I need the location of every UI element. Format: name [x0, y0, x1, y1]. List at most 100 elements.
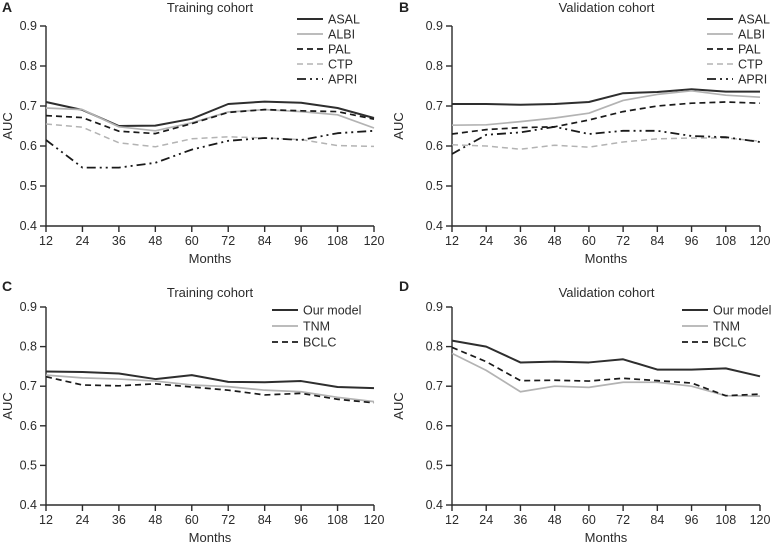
- series-line-apri: [45, 129, 375, 169]
- x-tick-label: 12: [445, 234, 459, 248]
- legend-label-asal: ASAL: [328, 13, 360, 27]
- panel-d: D Validation cohort 0.4 0.5 0.6 0.7 0.8 0.9 12…: [391, 275, 783, 551]
- y-tick-label: 0.4: [20, 498, 37, 512]
- axis-frame: [451, 26, 760, 227]
- series-line-albi: [451, 89, 761, 127]
- legend-label-pal: PAL: [738, 43, 761, 57]
- y-tick-label: 0.6: [20, 419, 37, 433]
- x-tick-label: 84: [650, 234, 664, 248]
- y-tick-label: 0.8: [426, 340, 443, 354]
- x-tick-label: 120: [750, 234, 771, 248]
- panel-letter-c: C: [2, 278, 13, 294]
- x-tick-label: 24: [75, 234, 89, 248]
- x-axis-label: Months: [189, 251, 232, 266]
- x-tick-label: 108: [327, 513, 348, 527]
- legend-label-ctp: CTP: [738, 58, 763, 72]
- y-tick-label: 0.5: [20, 179, 37, 193]
- legend-label-bclc: BCLC: [303, 336, 336, 350]
- legend-label-ctp: CTP: [328, 58, 353, 72]
- y-axis-label: AUC: [391, 392, 406, 419]
- y-tick-label: 0.7: [20, 99, 37, 113]
- legend-label-pal: PAL: [328, 43, 351, 57]
- legend-label-bclc: BCLC: [713, 336, 746, 350]
- series-line-bclc: [451, 346, 761, 397]
- x-tick-label: 84: [258, 234, 272, 248]
- x-tick-label: 96: [294, 234, 308, 248]
- panel-c-chart: 0.4 0.5 0.6 0.7 0.8 0.9 12 24 36 48 60 72 84 96 108 120…: [0, 300, 385, 545]
- x-tick-label: 108: [715, 513, 736, 527]
- x-tick-label: 108: [327, 234, 348, 248]
- x-tick-label: 60: [582, 513, 596, 527]
- legend-label-tnm: TNM: [713, 320, 740, 334]
- series-line-bclc: [45, 375, 375, 404]
- series-line-tnm: [451, 352, 761, 397]
- panel-letter-b: B: [399, 0, 410, 15]
- x-tick-label: 84: [258, 513, 272, 527]
- x-axis-label: Months: [585, 530, 628, 545]
- x-tick-label: 48: [548, 234, 562, 248]
- x-tick-label: 36: [513, 234, 527, 248]
- series-line-ctp: [451, 137, 761, 150]
- y-tick-label: 0.9: [20, 19, 37, 33]
- panel-a: A Training cohort 0.4 0.5 0.6 0.7 0.8 0.9 12 24…: [0, 0, 391, 275]
- series-line-albi: [45, 107, 375, 132]
- x-tick-label: 84: [650, 513, 664, 527]
- x-tick-label: 48: [148, 234, 162, 248]
- x-tick-label: 72: [221, 234, 235, 248]
- series-line-ctp: [45, 123, 375, 148]
- series-line-pal: [451, 101, 761, 135]
- x-tick-label: 72: [221, 513, 235, 527]
- y-tick-label: 0.4: [426, 219, 443, 233]
- y-tick-label: 0.9: [20, 300, 37, 314]
- y-tick-label: 0.5: [426, 179, 443, 193]
- panel-d-chart: 0.4 0.5 0.6 0.7 0.8 0.9 12 24 36 48 60 72 84 96 108 120…: [391, 300, 771, 545]
- x-tick-label: 120: [364, 513, 385, 527]
- x-tick-label: 96: [685, 234, 699, 248]
- panel-b-chart: 0.4 0.5 0.6 0.7 0.8 0.9 12 24 36 48 60 72 84 96 108 120…: [391, 13, 771, 267]
- series-line-pal: [45, 108, 375, 135]
- y-axis-label: AUC: [0, 112, 15, 139]
- legend-label-our-model: Our model: [713, 304, 771, 318]
- x-tick-label: 60: [582, 234, 596, 248]
- x-tick-label: 12: [39, 234, 53, 248]
- panel-letter-d: D: [399, 278, 410, 294]
- y-tick-label: 0.9: [426, 300, 443, 314]
- x-tick-label: 96: [294, 513, 308, 527]
- y-tick-label: 0.6: [426, 419, 443, 433]
- y-tick-label: 0.6: [426, 139, 443, 153]
- x-tick-label: 72: [616, 513, 630, 527]
- series-line-our-model: [451, 339, 761, 378]
- legend-label-albi: ALBI: [328, 28, 355, 42]
- x-tick-label: 60: [185, 513, 199, 527]
- x-tick-label: 12: [445, 513, 459, 527]
- x-tick-label: 36: [112, 513, 126, 527]
- y-tick-label: 0.8: [20, 340, 37, 354]
- legend-label-asal: ASAL: [738, 13, 770, 27]
- series-line-our-model: [45, 370, 375, 390]
- x-tick-label: 120: [364, 234, 385, 248]
- panel-title-b: Validation cohort: [558, 0, 655, 15]
- legend-label-albi: ALBI: [738, 28, 765, 42]
- x-tick-label: 120: [750, 513, 771, 527]
- x-tick-label: 48: [148, 513, 162, 527]
- x-tick-label: 108: [715, 234, 736, 248]
- y-tick-label: 0.5: [426, 458, 443, 472]
- x-tick-label: 36: [112, 234, 126, 248]
- panel-title-d: Validation cohort: [558, 285, 655, 300]
- x-tick-label: 96: [685, 513, 699, 527]
- y-tick-label: 0.6: [20, 139, 37, 153]
- x-tick-label: 48: [548, 513, 562, 527]
- x-tick-label: 36: [513, 513, 527, 527]
- panel-letter-a: A: [2, 0, 13, 15]
- x-tick-label: 72: [616, 234, 630, 248]
- y-tick-label: 0.4: [426, 498, 443, 512]
- y-tick-label: 0.7: [20, 379, 37, 393]
- legend-label-our-model: Our model: [303, 304, 361, 318]
- x-tick-label: 60: [185, 234, 199, 248]
- panel-c: C Training cohort 0.4 0.5 0.6 0.7 0.8 0.9 12 24…: [0, 275, 391, 551]
- axis-frame: [45, 26, 374, 227]
- y-tick-label: 0.7: [426, 99, 443, 113]
- series-line-asal: [452, 88, 760, 106]
- y-axis-label: AUC: [391, 112, 406, 139]
